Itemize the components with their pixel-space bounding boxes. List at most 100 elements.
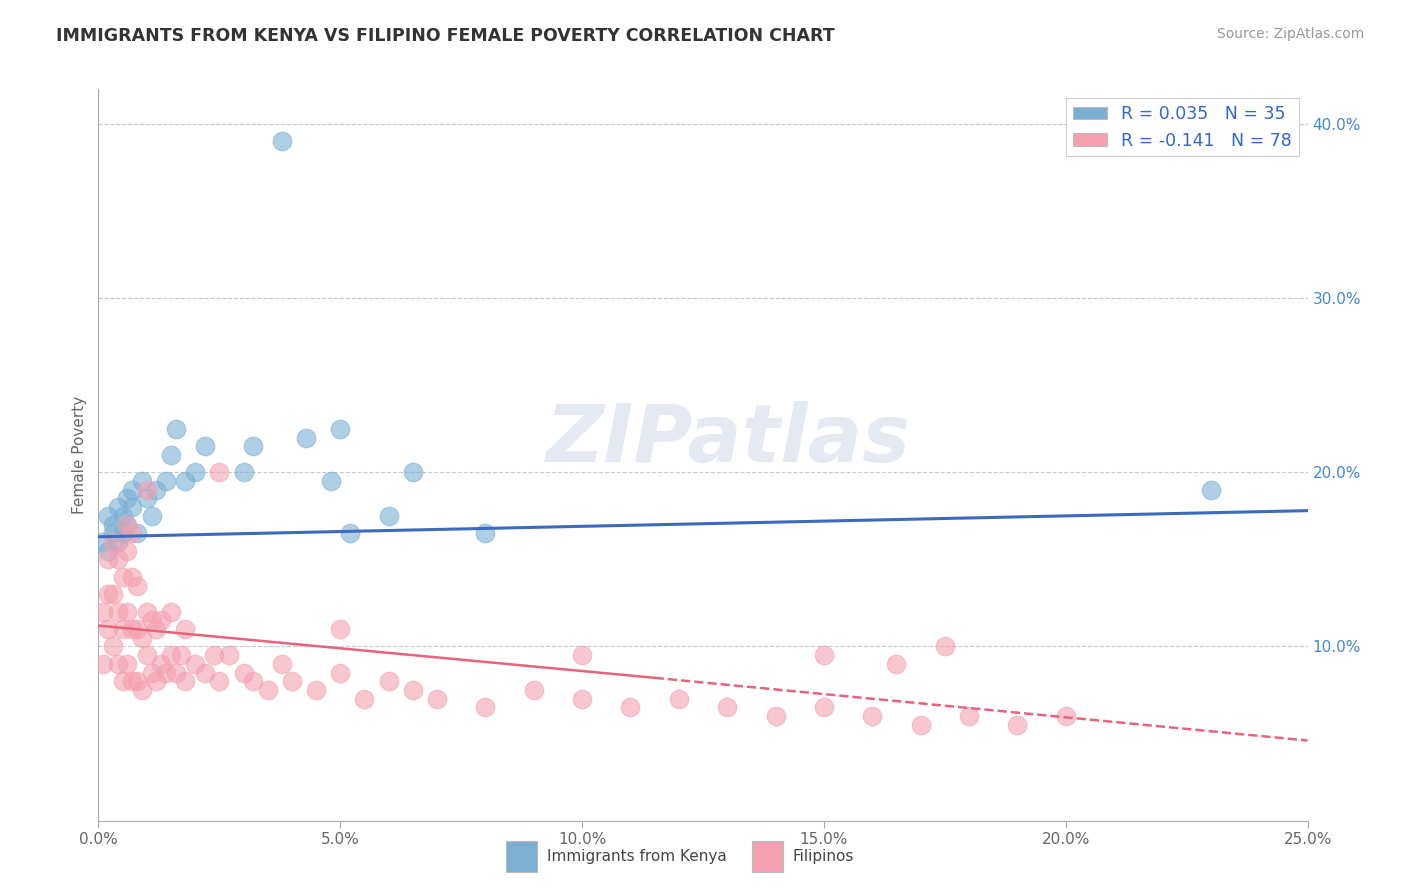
- Point: [141, 665, 163, 680]
- Point: [165, 422, 187, 436]
- Point: [716, 700, 738, 714]
- Text: ZIPatlas: ZIPatlas: [544, 401, 910, 479]
- Point: [174, 622, 197, 636]
- Point: [155, 474, 177, 488]
- Point: [141, 508, 163, 523]
- Point: [232, 466, 254, 480]
- Point: [329, 665, 352, 680]
- Point: [97, 622, 120, 636]
- Point: [329, 622, 352, 636]
- Point: [271, 657, 294, 671]
- Point: [1054, 709, 1077, 723]
- Point: [121, 674, 143, 689]
- Point: [242, 674, 264, 689]
- Point: [155, 665, 177, 680]
- Point: [117, 543, 139, 558]
- Point: [127, 526, 149, 541]
- Point: [117, 605, 139, 619]
- Point: [668, 691, 690, 706]
- Point: [169, 648, 191, 663]
- Point: [107, 605, 129, 619]
- Point: [121, 526, 143, 541]
- Point: [281, 674, 304, 689]
- Point: [145, 674, 167, 689]
- Text: Immigrants from Kenya: Immigrants from Kenya: [547, 849, 727, 864]
- Point: [131, 683, 153, 698]
- Point: [91, 605, 114, 619]
- Point: [111, 622, 134, 636]
- Point: [91, 535, 114, 549]
- Point: [305, 683, 328, 698]
- Point: [619, 700, 641, 714]
- Point: [218, 648, 240, 663]
- Point: [135, 605, 157, 619]
- Point: [329, 422, 352, 436]
- Point: [131, 474, 153, 488]
- Point: [127, 674, 149, 689]
- Point: [523, 683, 546, 698]
- Point: [271, 135, 294, 149]
- Point: [295, 430, 318, 444]
- Point: [934, 640, 956, 654]
- Point: [256, 683, 278, 698]
- Point: [242, 439, 264, 453]
- Point: [150, 657, 173, 671]
- Legend: R = 0.035   N = 35, R = -0.141   N = 78: R = 0.035 N = 35, R = -0.141 N = 78: [1066, 98, 1299, 156]
- Point: [117, 517, 139, 532]
- Point: [319, 474, 342, 488]
- Point: [97, 543, 120, 558]
- Point: [107, 500, 129, 515]
- Point: [194, 665, 217, 680]
- Point: [111, 570, 134, 584]
- Point: [160, 605, 183, 619]
- Point: [957, 709, 980, 723]
- Point: [402, 466, 425, 480]
- Point: [111, 526, 134, 541]
- Point: [91, 657, 114, 671]
- Text: Source: ZipAtlas.com: Source: ZipAtlas.com: [1216, 27, 1364, 41]
- Point: [150, 613, 173, 627]
- Point: [121, 622, 143, 636]
- Point: [107, 657, 129, 671]
- Point: [860, 709, 883, 723]
- Point: [160, 648, 183, 663]
- Point: [111, 508, 134, 523]
- Point: [121, 483, 143, 497]
- Point: [174, 674, 197, 689]
- Point: [101, 535, 124, 549]
- Point: [765, 709, 787, 723]
- Point: [145, 483, 167, 497]
- Point: [165, 665, 187, 680]
- Point: [204, 648, 226, 663]
- Point: [97, 587, 120, 601]
- Point: [426, 691, 449, 706]
- Point: [160, 448, 183, 462]
- Point: [474, 526, 496, 541]
- Point: [377, 674, 399, 689]
- Point: [232, 665, 254, 680]
- Y-axis label: Female Poverty: Female Poverty: [72, 396, 87, 514]
- Point: [402, 683, 425, 698]
- Point: [135, 648, 157, 663]
- Point: [101, 587, 124, 601]
- Point: [121, 500, 143, 515]
- Point: [97, 552, 120, 566]
- Point: [208, 466, 231, 480]
- Point: [184, 657, 207, 671]
- Point: [141, 613, 163, 627]
- Point: [174, 474, 197, 488]
- Point: [208, 674, 231, 689]
- Point: [339, 526, 361, 541]
- Text: Filipinos: Filipinos: [793, 849, 855, 864]
- Point: [135, 491, 157, 506]
- Point: [121, 570, 143, 584]
- Point: [101, 640, 124, 654]
- Point: [111, 674, 134, 689]
- Point: [571, 691, 593, 706]
- Point: [377, 508, 399, 523]
- Point: [813, 700, 835, 714]
- Point: [107, 535, 129, 549]
- Point: [1199, 483, 1222, 497]
- Point: [184, 466, 207, 480]
- Point: [117, 517, 139, 532]
